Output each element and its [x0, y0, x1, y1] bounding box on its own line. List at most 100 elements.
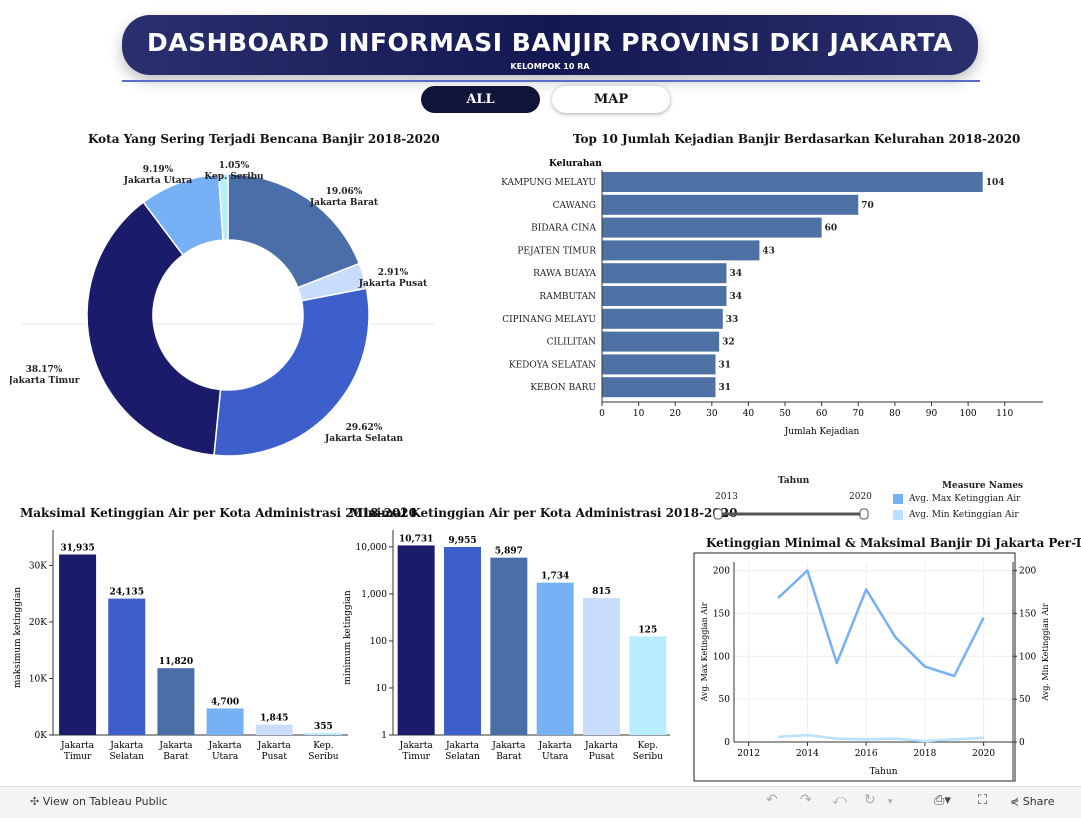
line-y-tick-label-left: 0 [724, 738, 730, 748]
top10-bar[interactable] [602, 331, 720, 352]
vbar-bar[interactable] [255, 724, 293, 735]
top10-category-label: KAMPUNG MELAYU [501, 178, 596, 188]
top10-x-tick-label: 100 [959, 409, 976, 419]
top10-x-tick-label: 20 [669, 409, 681, 419]
donut-slice-label: Kep. Seribu [204, 172, 264, 182]
vbar-bar[interactable] [583, 598, 620, 735]
donut-pct-label: 19.06% [326, 187, 363, 197]
refresh-icon[interactable]: ↻ [864, 792, 876, 808]
share-button[interactable]: ⋞ Share [1010, 795, 1055, 808]
yearly-title: Ketinggian Minimal & Maksimal Banjir Di … [706, 536, 1081, 550]
vbar-y-tick-label: 10 [376, 684, 388, 694]
top10-bar[interactable] [602, 194, 859, 215]
vbar-bar[interactable] [304, 732, 342, 735]
vbar-value-label: 1,845 [260, 714, 288, 724]
top10-category-label: CAWANG [553, 201, 596, 211]
top10-value-label: 60 [825, 224, 838, 234]
vbar-bar[interactable] [536, 582, 574, 735]
top10-bar-chart[interactable]: Kelurahan KAMPUNG MELAYU 104 CAWANG 70 BIDARA… [480, 152, 1070, 442]
nav-all-button[interactable]: ALL [421, 86, 540, 113]
top10-x-tick-label: 60 [816, 409, 828, 419]
vbar-value-label: 125 [638, 625, 657, 635]
vbar-bar[interactable] [444, 546, 481, 735]
vbar-category-label: Barat [163, 752, 189, 762]
maxbar-chart[interactable]: 0K 10K 20K 30K maksimum ketinggian 31,935 Jaka… [8, 525, 350, 775]
line-x-tick-label: 2018 [913, 749, 936, 759]
top10-axis-title: Kelurahan [549, 159, 602, 169]
top10-value-label: 70 [861, 201, 874, 211]
undo-icon[interactable]: ↶ [766, 792, 778, 808]
vbar-bar[interactable] [629, 636, 667, 735]
year-range-slider[interactable] [712, 506, 872, 522]
line-y-axis-title-left: Avg. Max Ketinggian Air [700, 602, 709, 702]
top10-value-label: 31 [718, 360, 731, 370]
donut-pct-label: 2.91% [378, 268, 409, 278]
vbar-value-label: 815 [592, 587, 611, 597]
fullscreen-icon[interactable]: ⛶ [978, 793, 988, 808]
revert-icon[interactable]: ⤺ [832, 792, 847, 808]
vbar-y-tick-label: 10K [29, 674, 47, 684]
line-x-axis-title: Tahun [869, 767, 897, 777]
top10-bar[interactable] [602, 240, 760, 261]
vbar-bar[interactable] [157, 668, 195, 735]
top10-bar[interactable] [602, 377, 716, 398]
vbar-y-tick-label: 1 [381, 731, 387, 741]
minbar-title: Minimal Ketinggian Air per Kota Administ… [350, 506, 738, 520]
vbar-y-axis-title: maksimum ketinggian [13, 587, 23, 688]
top10-bar[interactable] [602, 172, 983, 192]
vbar-y-tick-label: 0K [35, 731, 48, 741]
top10-bar[interactable] [602, 263, 727, 284]
vbar-category-label: Jakarta [257, 741, 292, 751]
top10-bar[interactable] [602, 286, 727, 306]
vbar-category-label: Jakarta [109, 741, 144, 751]
filter-max-label: 2020 [849, 492, 872, 502]
top10-bar[interactable] [602, 217, 822, 238]
vbar-bar[interactable] [490, 557, 528, 735]
donut-slice[interactable] [227, 173, 361, 289]
line-series[interactable] [777, 569, 985, 678]
vbar-bar[interactable] [108, 598, 146, 735]
vbar-value-label: 10,731 [399, 534, 433, 544]
vbar-bar[interactable] [59, 554, 97, 735]
line-series[interactable] [777, 733, 984, 743]
line-y-axis-title-right: Avg. Min Ketinggian Air [1041, 603, 1050, 702]
tableau-toolbar: ✣ View on Tableau Public ↶ ↷ ⤺ ↻ ▾ ⎙▾ ⛶ … [0, 786, 1081, 818]
redo-icon[interactable]: ↷ [800, 792, 812, 808]
vbar-category-label: Jakarta [491, 741, 526, 751]
line-y-tick-label-right: 150 [1019, 609, 1036, 619]
donut-slice[interactable] [217, 173, 229, 241]
vbar-category-label: Jakarta [584, 741, 619, 751]
vbar-bar[interactable] [206, 708, 244, 735]
vbar-category-label: Kep. [638, 741, 659, 751]
top10-bar[interactable] [602, 354, 716, 375]
share-icon: ⋞ [1010, 795, 1020, 808]
top10-category-label: KEBON BARU [530, 383, 596, 393]
donut-chart[interactable]: 19.06%Jakarta Barat 2.91%Jakarta Pusat 29.… [10, 150, 450, 480]
chevron-down-icon[interactable]: ▾ [888, 797, 893, 807]
donut-pct-label: 1.05% [219, 161, 250, 171]
vbar-value-label: 24,135 [110, 588, 144, 598]
donut-slice-label: Jakarta Utara [123, 176, 193, 186]
download-icon[interactable]: ⎙▾ [934, 793, 951, 808]
legend-label-max[interactable]: Avg. Max Ketinggian Air [909, 494, 1021, 504]
slider-handle-max [859, 508, 869, 520]
minbar-chart[interactable]: 1 10 100 1,000 10,000 minimum ketinggian 10,73… [340, 525, 670, 775]
donut-slice[interactable] [86, 201, 222, 457]
vbar-bar[interactable] [397, 545, 435, 735]
tableau-icon: ✣ [30, 795, 40, 808]
donut-slice[interactable] [213, 287, 370, 457]
vbar-y-tick-label: 20K [29, 618, 47, 628]
legend-label-min[interactable]: Avg. Min Ketinggian Air [909, 510, 1019, 520]
line-y-tick-label-right: 200 [1019, 567, 1036, 577]
title-banner [122, 15, 978, 75]
line-y-tick-label-left: 50 [719, 695, 731, 705]
donut-title: Kota Yang Sering Terjadi Bencana Banjir … [88, 132, 440, 146]
nav-map-button[interactable]: MAP [552, 86, 670, 113]
top10-category-label: BIDARA CINA [531, 224, 596, 234]
top10-x-tick-label: 10 [633, 409, 645, 419]
top10-category-label: KEDOYA SELATAN [509, 360, 596, 370]
top10-bar[interactable] [602, 308, 723, 329]
donut-slice-label: Jakarta Barat [309, 198, 379, 208]
yearly-line-chart[interactable]: 0 50 100 150 200 0 50 100 150 200 2012 2014 2016 2018… [690, 552, 1075, 784]
view-on-tableau-link[interactable]: ✣ View on Tableau Public [30, 795, 168, 808]
